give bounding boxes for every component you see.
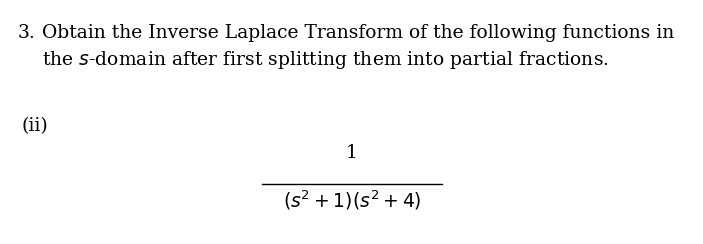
Text: $(s^2+1)(s^2+4)$: $(s^2+1)(s^2+4)$ <box>283 189 421 213</box>
Text: the $s$-domain after first splitting them into partial fractions.: the $s$-domain after first splitting the… <box>42 49 609 71</box>
Text: Obtain the Inverse Laplace Transform of the following functions in: Obtain the Inverse Laplace Transform of … <box>42 24 674 42</box>
Text: 3.: 3. <box>18 24 36 42</box>
Text: (ii): (ii) <box>22 117 49 135</box>
Text: 1: 1 <box>346 144 358 162</box>
